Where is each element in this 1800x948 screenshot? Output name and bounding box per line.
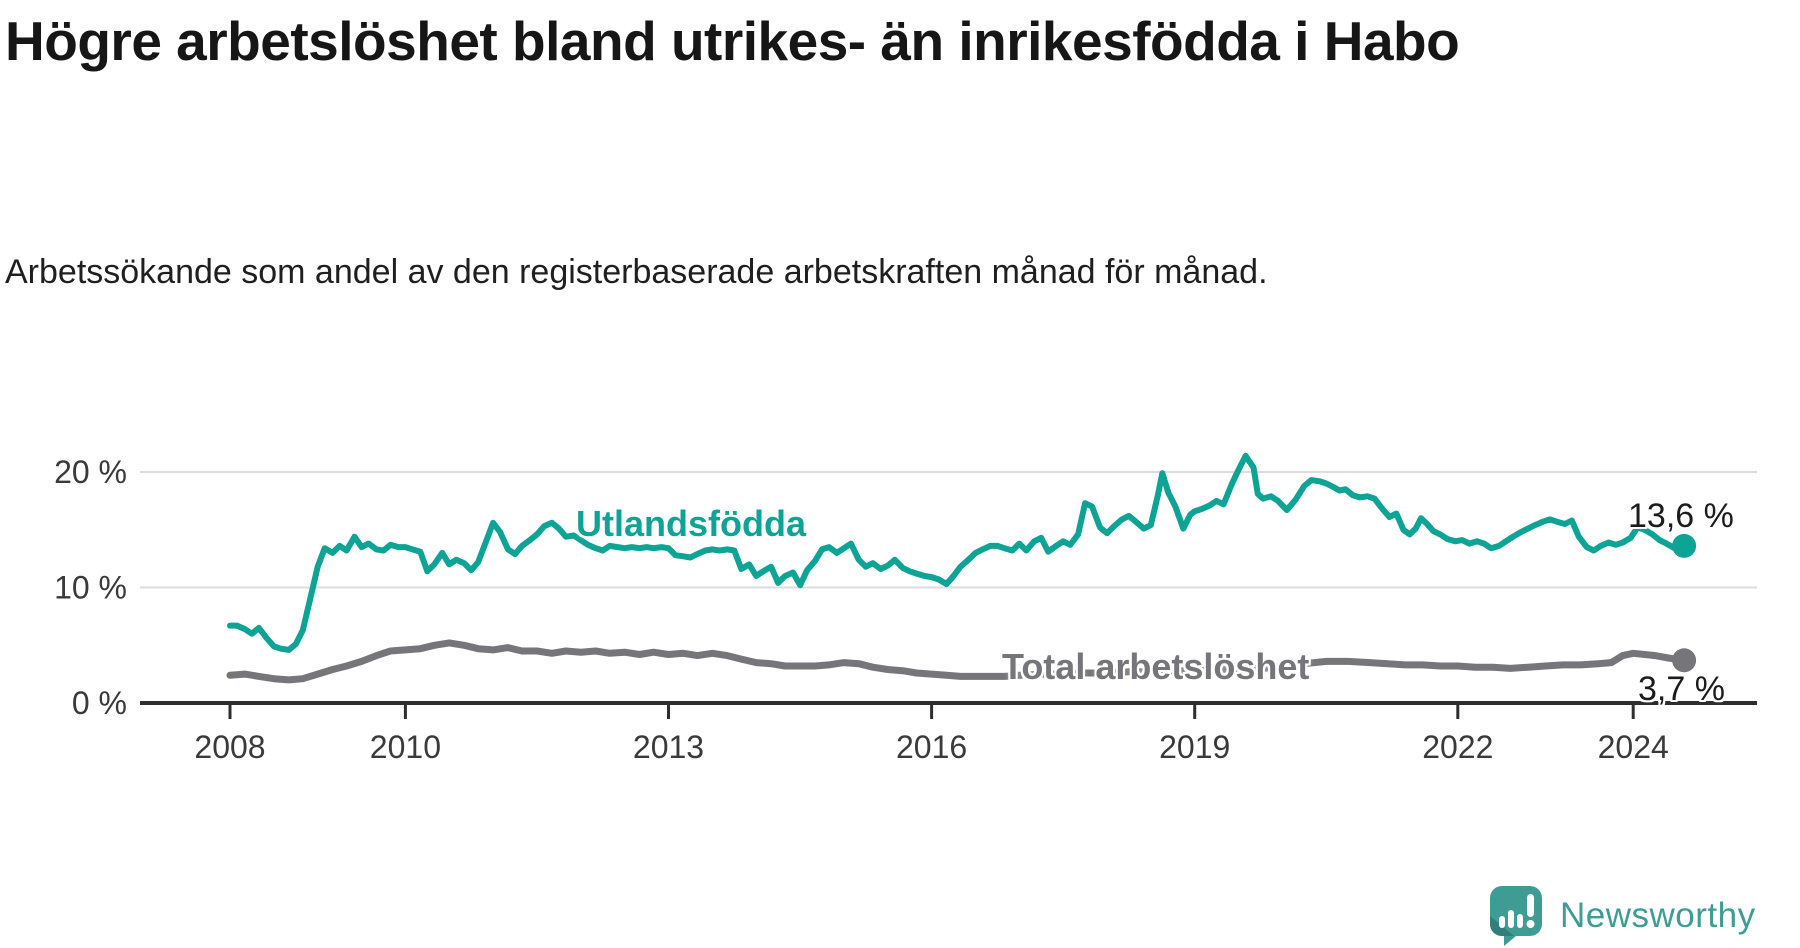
x-axis-label-2013: 2013 [633, 729, 704, 765]
x-axis-label-2022: 2022 [1422, 729, 1493, 765]
y-axis-label-20: 20 % [54, 454, 127, 490]
series-line-1 [226, 639, 1688, 684]
page-title: Högre arbetslöshet bland utrikes- än inr… [5, 10, 1460, 72]
series-label-total-arbetsloshet: Total arbetslöshet [1002, 646, 1310, 687]
x-axis-label-2010: 2010 [370, 729, 441, 765]
x-axis-label-2024: 2024 [1598, 729, 1669, 765]
value-label-utlandsfodda: 13,6 % [1628, 497, 1734, 535]
newsworthy-logo: Newsworthy [1490, 886, 1756, 946]
series-line-0 [227, 452, 1688, 653]
x-axis-label-2019: 2019 [1159, 729, 1230, 765]
y-axis-label-10: 10 % [54, 570, 127, 606]
series-end-dot-1 [1672, 648, 1697, 673]
x-axis-label-2016: 2016 [896, 729, 967, 765]
series-label-utlandsfodda: Utlandsfödda [576, 503, 806, 544]
series-end-dot-0 [1672, 533, 1697, 558]
value-label-total-arbetsloshet: 3,7 % [1638, 670, 1725, 708]
y-axis-label-0: 0 % [72, 685, 127, 721]
newsworthy-logo-text: Newsworthy [1560, 896, 1756, 935]
chart-subtitle: Arbetssökande som andel av den registerb… [5, 253, 1268, 291]
newsworthy-logo-icon [1490, 886, 1542, 946]
x-axis-label-2008: 2008 [194, 729, 265, 765]
